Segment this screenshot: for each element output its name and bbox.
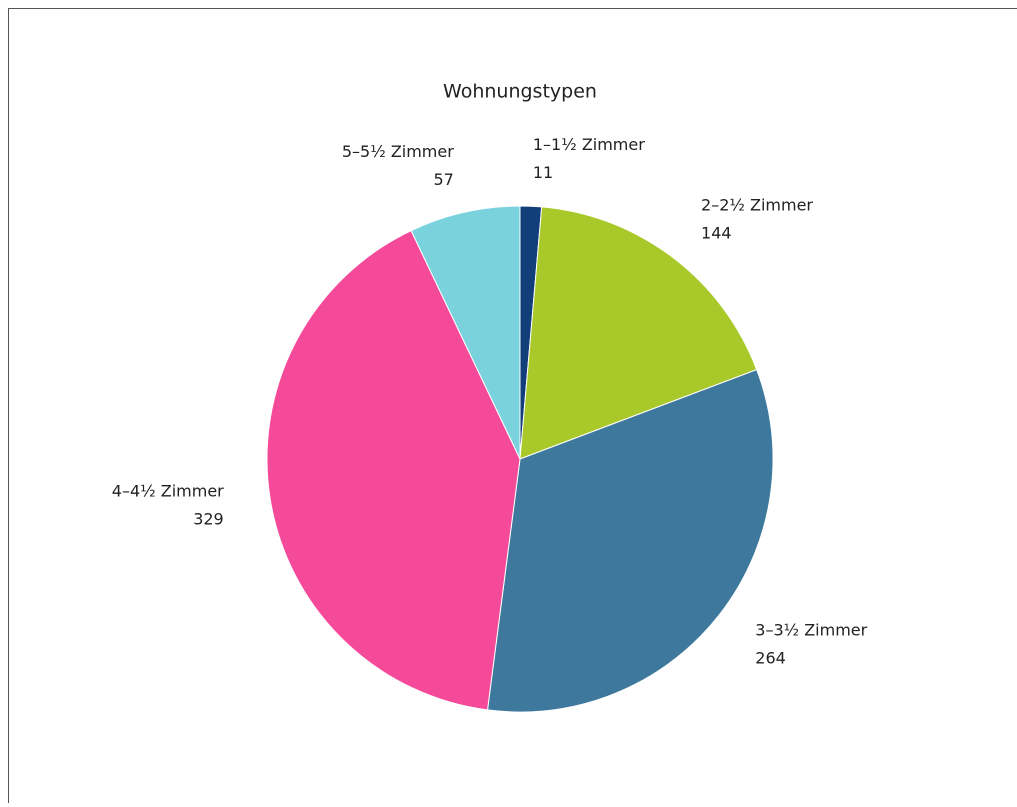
slice-value: 144 — [701, 223, 732, 242]
slice-label: 2–2½ Zimmer — [701, 195, 813, 214]
slice-label: 1–1½ Zimmer — [533, 135, 645, 154]
slice-label: 5–5½ Zimmer — [342, 142, 454, 161]
slice-value: 329 — [193, 510, 224, 529]
slice-label: 3–3½ Zimmer — [755, 621, 867, 640]
chart-title: Wohnungstypen — [443, 81, 597, 103]
slice-label: 4–4½ Zimmer — [112, 482, 224, 501]
slice-value: 57 — [433, 170, 453, 189]
slice-value: 264 — [755, 649, 786, 668]
slice-value: 11 — [533, 163, 553, 182]
